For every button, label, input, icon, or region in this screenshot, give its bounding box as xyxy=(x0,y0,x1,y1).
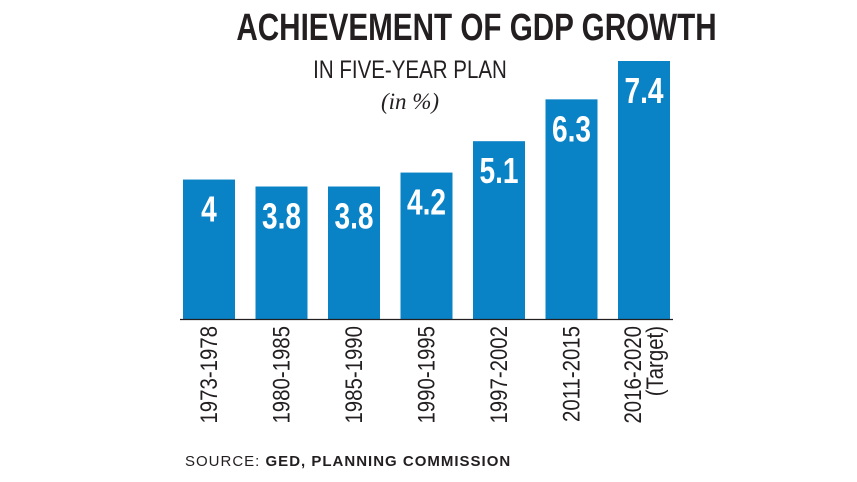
bar-3 xyxy=(400,172,453,319)
source-note: SOURCE: GED, PLANNING COMMISSION xyxy=(185,453,511,470)
bar-4 xyxy=(473,141,525,319)
x-tick-label-3-line-0: 1990-1995 xyxy=(413,326,440,424)
x-tick-label-6-line-0: 2016-2020 xyxy=(619,326,646,424)
value-label-5: 6.3 xyxy=(552,109,591,149)
value-label-3: 4.2 xyxy=(407,182,446,222)
x-tick-label-5: 2011-2015 xyxy=(558,326,585,422)
bar-1 xyxy=(255,186,308,319)
value-label-0: 4 xyxy=(201,189,217,229)
x-tick-label-0: 1973-1978 xyxy=(195,326,222,424)
x-tick-label-6-line-1: (Target) xyxy=(641,326,668,396)
chart-subtitle: IN FIVE-YEAR PLAN xyxy=(313,56,507,84)
source-label: SOURCE: xyxy=(185,453,261,470)
x-tick-label-4: 1997-2002 xyxy=(485,326,512,424)
bar-2 xyxy=(328,186,380,319)
x-tick-label-0-line-0: 1973-1978 xyxy=(195,326,222,424)
source-value: GED, PLANNING COMMISSION xyxy=(265,453,512,470)
bar-6 xyxy=(618,61,670,319)
x-tick-label-5-line-0: 2011-2015 xyxy=(558,326,585,422)
chart-unit: (in %) xyxy=(380,89,440,114)
x-tick-label-4-line-0: 1997-2002 xyxy=(485,326,512,424)
x-tick-label-1-line-0: 1980-1985 xyxy=(268,326,295,424)
x-tick-label-2-line-0: 1985-1990 xyxy=(340,326,367,424)
value-label-2: 3.8 xyxy=(334,196,373,236)
bar-5 xyxy=(545,99,598,319)
x-tick-label-6: 2016-2020(Target) xyxy=(619,326,668,424)
value-label-6: 7.4 xyxy=(624,71,663,111)
value-label-4: 5.1 xyxy=(479,151,518,191)
bar-0 xyxy=(183,179,235,319)
x-tick-label-1: 1980-1985 xyxy=(268,326,295,424)
value-label-1: 3.8 xyxy=(262,196,301,236)
x-tick-label-2: 1985-1990 xyxy=(340,326,367,424)
x-tick-label-3: 1990-1995 xyxy=(413,326,440,424)
